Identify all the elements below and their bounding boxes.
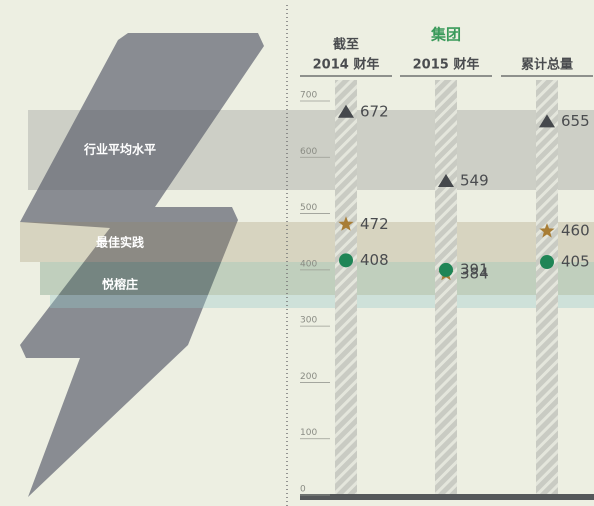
- x-category-label: 2014 财年: [313, 57, 380, 73]
- value-label: 672: [360, 102, 389, 120]
- band-best: [20, 222, 594, 262]
- y-tick-label: 0: [300, 485, 306, 495]
- triangle-marker: [539, 114, 555, 128]
- y-tick-label: 500: [300, 203, 317, 213]
- triangle-marker: [338, 104, 354, 118]
- lightning-bolt: [20, 33, 264, 497]
- column-stripe: [335, 80, 357, 494]
- value-label: 549: [460, 171, 489, 189]
- value-label: 460: [561, 222, 590, 240]
- circle-marker: [439, 262, 453, 277]
- x-axis-bar: [300, 494, 594, 500]
- circle-marker: [339, 253, 353, 268]
- x-category-label: 2015 财年: [413, 57, 480, 73]
- y-tick-label: 700: [300, 91, 317, 101]
- value-label: 472: [360, 215, 389, 233]
- y-tick-label: 300: [300, 316, 317, 326]
- star-marker: [539, 223, 555, 238]
- band-industry: [28, 110, 594, 190]
- legend-label: 悦榕庄: [102, 277, 138, 292]
- y-tick-label: 600: [300, 147, 317, 157]
- value-label: 405: [561, 253, 590, 271]
- x-category-label: 累计总量: [521, 57, 573, 73]
- x-category-label: 截至: [333, 37, 359, 53]
- circle-marker: [540, 255, 554, 270]
- group-title: 集团: [430, 26, 461, 44]
- y-tick-label: 100: [300, 428, 317, 438]
- triangle-marker: [438, 173, 454, 187]
- band-banyan: [40, 262, 594, 295]
- value-label: 655: [561, 112, 590, 130]
- y-tick-label: 200: [300, 372, 317, 382]
- legend-label: 行业平均水平: [83, 142, 156, 157]
- band-light: [50, 295, 594, 308]
- value-label: 391: [460, 260, 489, 278]
- column-stripe: [435, 80, 457, 494]
- legend-label: 最佳实践: [96, 235, 144, 250]
- star-marker: [338, 216, 354, 231]
- y-tick-label: 400: [300, 259, 317, 269]
- value-label: 408: [360, 251, 389, 269]
- column-stripe: [536, 80, 558, 494]
- value-label: 384: [460, 264, 489, 282]
